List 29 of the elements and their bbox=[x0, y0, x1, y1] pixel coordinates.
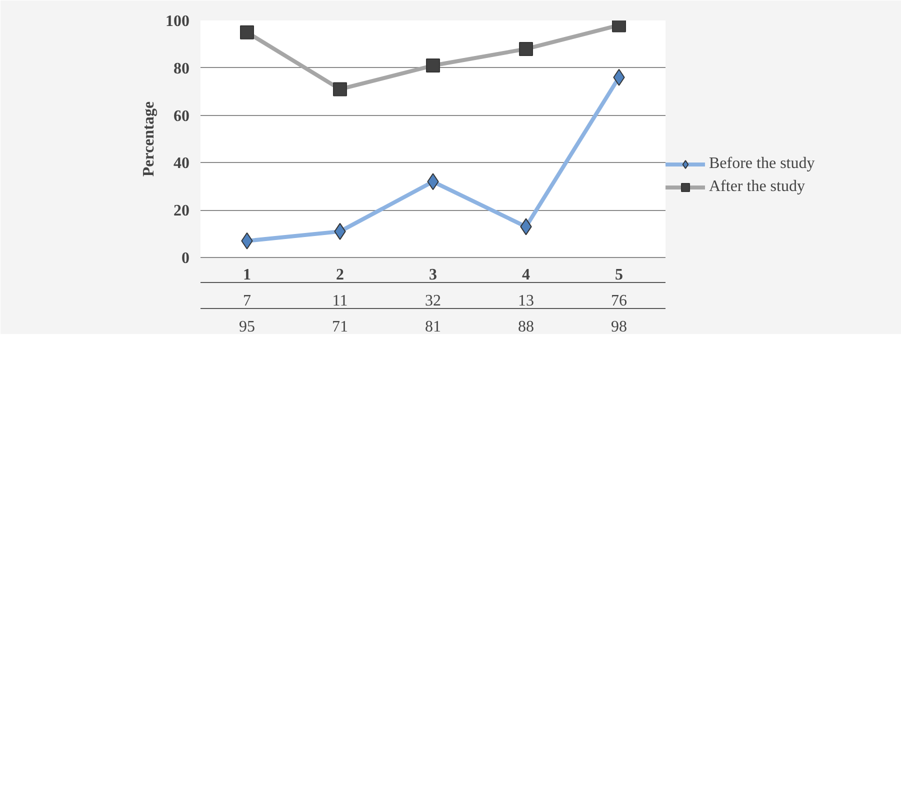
y-tick-label: 20 bbox=[174, 202, 190, 220]
point bbox=[426, 58, 440, 73]
data-label: 81 bbox=[425, 318, 441, 336]
data-label: 7 bbox=[243, 292, 251, 310]
y-tick-label: 100 bbox=[166, 13, 190, 30]
data-label: 76 bbox=[611, 292, 627, 310]
x-tick-label: 1 bbox=[243, 266, 251, 284]
legend-label: Before the study bbox=[709, 155, 815, 173]
data-label: 13 bbox=[518, 292, 534, 310]
x-tick-label: 5 bbox=[615, 266, 623, 284]
point bbox=[519, 42, 533, 56]
data-label: 98 bbox=[611, 318, 627, 336]
x-tick-label: 3 bbox=[429, 266, 437, 284]
data-label: 71 bbox=[332, 318, 348, 336]
point bbox=[612, 20, 626, 32]
data-label: 32 bbox=[425, 292, 441, 310]
x-tick-label: 2 bbox=[336, 266, 344, 284]
point bbox=[240, 25, 254, 40]
data-label: 11 bbox=[332, 292, 348, 310]
legend-label: After the study bbox=[709, 178, 805, 196]
x-tick-label: 4 bbox=[522, 266, 530, 284]
y-axis-title: Percentage bbox=[140, 101, 158, 177]
data-label: 88 bbox=[518, 318, 534, 336]
y-tick-label: 40 bbox=[174, 155, 190, 172]
data-label: 95 bbox=[239, 318, 255, 336]
y-tick-label: 80 bbox=[174, 60, 190, 78]
y-tick-label: 0 bbox=[182, 250, 190, 267]
y-tick-label: 60 bbox=[174, 108, 190, 125]
point bbox=[333, 82, 347, 96]
